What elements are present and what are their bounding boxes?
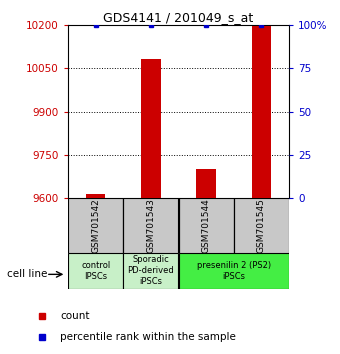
Bar <box>123 198 178 253</box>
Text: GSM701544: GSM701544 <box>202 198 210 253</box>
Text: GSM701542: GSM701542 <box>91 198 100 253</box>
Bar <box>197 169 216 198</box>
Text: Sporadic
PD-derived
iPSCs: Sporadic PD-derived iPSCs <box>128 255 174 286</box>
Text: GSM701543: GSM701543 <box>147 198 155 253</box>
Text: cell line: cell line <box>7 269 47 279</box>
Bar <box>178 253 289 289</box>
Bar <box>141 59 160 198</box>
Bar <box>68 198 123 253</box>
Text: percentile rank within the sample: percentile rank within the sample <box>60 332 236 342</box>
Bar <box>86 194 105 198</box>
Text: GSM701545: GSM701545 <box>257 198 266 253</box>
Text: presenilin 2 (PS2)
iPSCs: presenilin 2 (PS2) iPSCs <box>197 261 271 281</box>
Bar <box>178 198 234 253</box>
Title: GDS4141 / 201049_s_at: GDS4141 / 201049_s_at <box>103 11 254 24</box>
Bar <box>68 253 123 289</box>
Bar <box>123 253 178 289</box>
Text: control
IPSCs: control IPSCs <box>81 261 110 281</box>
Bar <box>252 26 271 198</box>
Text: count: count <box>60 311 90 321</box>
Bar <box>234 198 289 253</box>
